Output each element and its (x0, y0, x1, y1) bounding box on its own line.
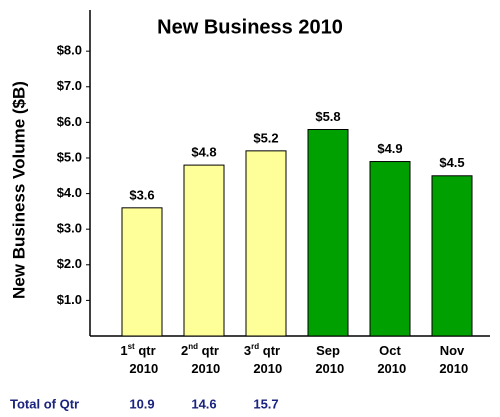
value-label: $4.9 (377, 141, 402, 156)
x-tick-label: 2nd qtr 2010 (181, 342, 220, 376)
total-value: 14.6 (191, 396, 216, 411)
totals-label: Total of Qtr (10, 396, 79, 411)
y-tick-label: $7.0 (57, 78, 82, 93)
value-label: $5.2 (253, 130, 278, 145)
chart-title: New Business 2010 (157, 16, 343, 38)
x-tick-label: Oct 2010 (374, 343, 407, 376)
bar (307, 128, 349, 337)
x-tick-label: Nov 2010 (436, 343, 469, 376)
bar (183, 164, 225, 337)
total-value: 10.9 (129, 396, 154, 411)
y-tick-label: $6.0 (57, 114, 82, 129)
x-tick-label: 1st qtr 2010 (120, 342, 158, 376)
x-tick-label: Sep 2010 (312, 343, 345, 376)
y-tick-label: $2.0 (57, 256, 82, 271)
bar (245, 150, 287, 337)
y-tick-label: $3.0 (57, 221, 82, 236)
y-tick-label: $4.0 (57, 185, 82, 200)
value-label: $3.6 (129, 187, 154, 202)
value-label: $4.5 (439, 155, 464, 170)
x-tick-label: 3rd qtr 2010 (244, 342, 282, 376)
bar (431, 175, 473, 337)
value-label: $5.8 (315, 109, 340, 124)
y-tick-label: $1.0 (57, 292, 82, 307)
value-label: $4.8 (191, 145, 216, 160)
bar (369, 161, 411, 337)
y-axis-label: New Business Volume ($B) (9, 81, 28, 299)
bar (121, 207, 163, 337)
total-value: 15.7 (253, 396, 278, 411)
y-tick-label: $8.0 (57, 43, 82, 58)
y-tick-label: $5.0 (57, 149, 82, 164)
